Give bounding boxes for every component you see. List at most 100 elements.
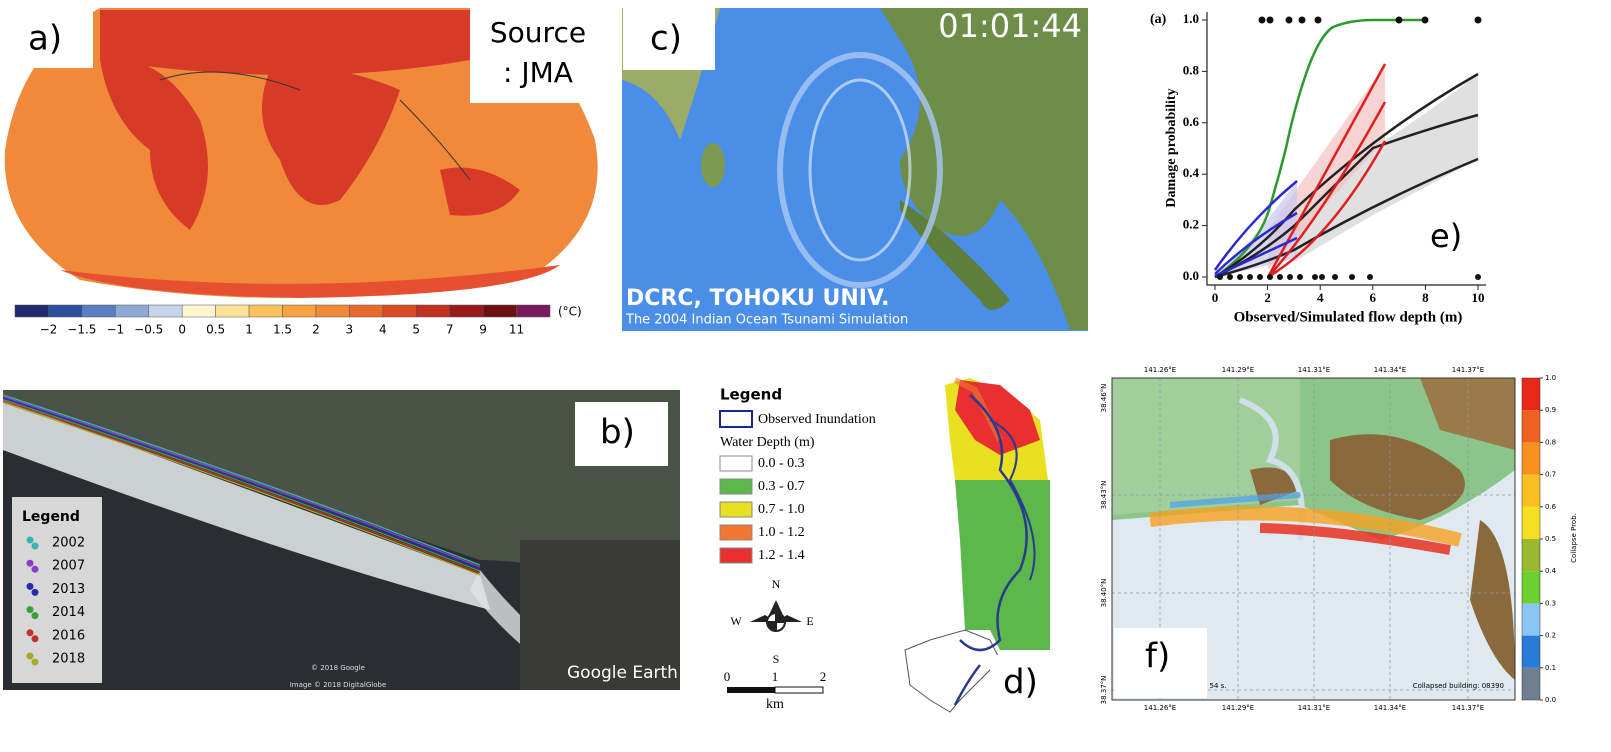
y-tick-label: 0.2 [1183,217,1199,232]
axis [1206,12,1486,286]
counter-label: Collapsed building: 08390 [1413,682,1504,690]
colorbar-cell [315,304,350,318]
shorelines [2,394,481,576]
colorbar-cell [1522,603,1540,636]
legend-marker [26,629,34,637]
colorbar-unit: (°C) [558,305,582,319]
caption: The 2004 Indian Ocean Tsunami Simulation [625,313,908,328]
colorbar-cell [1522,506,1540,539]
y-tick-label: 0.6 [1183,114,1200,129]
x-tick-label: 6 [1370,290,1377,305]
legend-item: 0.7 - 1.0 [758,502,805,517]
legend-swatch [719,455,753,472]
colorbar-label: 1 [245,323,253,337]
legend-swatch [719,524,753,541]
panel-e-chart: 0.0 0.2 0.4 0.6 0.8 1.0 0 2 4 6 8 10 [1183,11,1486,305]
legend-item: 2018 [52,652,85,667]
legend-box [12,497,102,683]
legend-marker [26,652,34,660]
colorbar-cell [1522,474,1540,507]
colorbar-cell [215,304,250,318]
scale-label: 0 [724,669,731,684]
legend-item: 1.0 - 1.2 [758,525,805,540]
colorbar-label: 11 [509,323,524,337]
y-tick-label: 0.0 [1183,268,1199,283]
colorbar-label: 5 [412,323,420,337]
legend-swatch [719,410,753,428]
lon-label: 141.37°E [1452,366,1484,374]
colorbar-cell [81,304,116,318]
panel-a-colorbar: −2 −1.5 −1 −0.5 0 0.5 1 1.5 2 3 4 5 7 9 11 [14,304,551,337]
panel-label: c) [650,19,682,59]
colorbar-label: −0.5 [134,323,163,337]
panel-label: d) [1003,663,1038,703]
lon-label: 141.29°E [1222,366,1254,374]
panel-label: e) [1430,217,1462,255]
colorbar-label: −2 [40,323,58,337]
colorbar-tick-label: 1.0 [1545,374,1556,382]
legend-marker [26,582,34,590]
colorbar-cell [516,304,551,318]
colorbar-tick-label: 0.8 [1545,438,1556,446]
colorbar-cell [1522,635,1540,668]
panel-label: b) [600,413,635,453]
colorbar-tick-label: 0.0 [1545,696,1556,704]
shoreline [2,398,481,572]
colorbar-label: 7 [446,323,454,337]
legend-item: 0.3 - 0.7 [758,479,805,494]
legend: 2002 2007 2013 2014 2016 2018 [26,536,85,667]
sub-label: (a) [1150,12,1167,27]
legend-marker [26,559,34,567]
colorbar-tick-label: 0.3 [1545,599,1556,607]
legend-item: 2016 [52,628,85,643]
scale-label: 1 [772,669,779,684]
colorbar-cell [1522,442,1540,475]
copyright: Image © 2018 DigitalGlobe [290,681,387,689]
lon-label: 141.34°E [1374,704,1406,712]
colorbar-label: 9 [479,323,487,337]
x-tick-label: 2 [1264,290,1271,305]
shoreline [2,401,481,576]
colorbar-cell [1522,410,1540,443]
colorbar-label: 3 [346,323,354,337]
x-tick-label: 0 [1212,290,1219,305]
colorbar-cell [48,304,83,318]
x-tick-label: 4 [1317,290,1324,305]
lat-label: 38.40°N [1100,579,1108,608]
scale-unit: km [766,697,784,712]
panel-b-image [3,390,680,690]
colorbar-label: 0 [178,323,186,337]
colorbar-cell [349,304,384,318]
colorbar-cell [1522,378,1540,411]
legend-marker [26,606,34,614]
source-text: Source [490,16,586,49]
lon-label: 141.37°E [1452,704,1484,712]
legend-item: 2007 [52,559,85,574]
legend-marker [31,635,39,643]
colorbar-cell [115,304,149,318]
y-tick-label: 0.8 [1183,62,1200,77]
label-box [575,402,668,466]
colorbar-label: 0.5 [206,323,225,337]
legend-title: Legend [22,509,80,525]
colorbar-label: 4 [379,323,387,337]
legend-subtitle: Water Depth (m) [720,435,815,450]
legend-swatch [719,501,753,518]
coordinates: 141.26°E 141.26°E 141.29°E 141.29°E 141.31°E… [1100,366,1484,712]
legend-marker [31,542,39,550]
lat-label: 38.46°N [1100,384,1108,413]
legend-item: 2002 [52,536,85,551]
legend-marker [31,658,39,666]
scale-bar [727,687,775,693]
label-box [623,8,715,70]
credit: DCRC, TOHOKU UNIV. [626,286,890,311]
colorbar-cell [148,304,183,318]
watermark: Google Earth [567,663,678,683]
lon-label: 141.26°E [1144,366,1176,374]
compass-label: E [806,614,813,628]
source-text: : JMA [503,56,573,89]
colorbar-tick-label: 0.2 [1545,632,1556,640]
compass-label: W [730,614,742,628]
colorbar-cell [181,304,216,318]
